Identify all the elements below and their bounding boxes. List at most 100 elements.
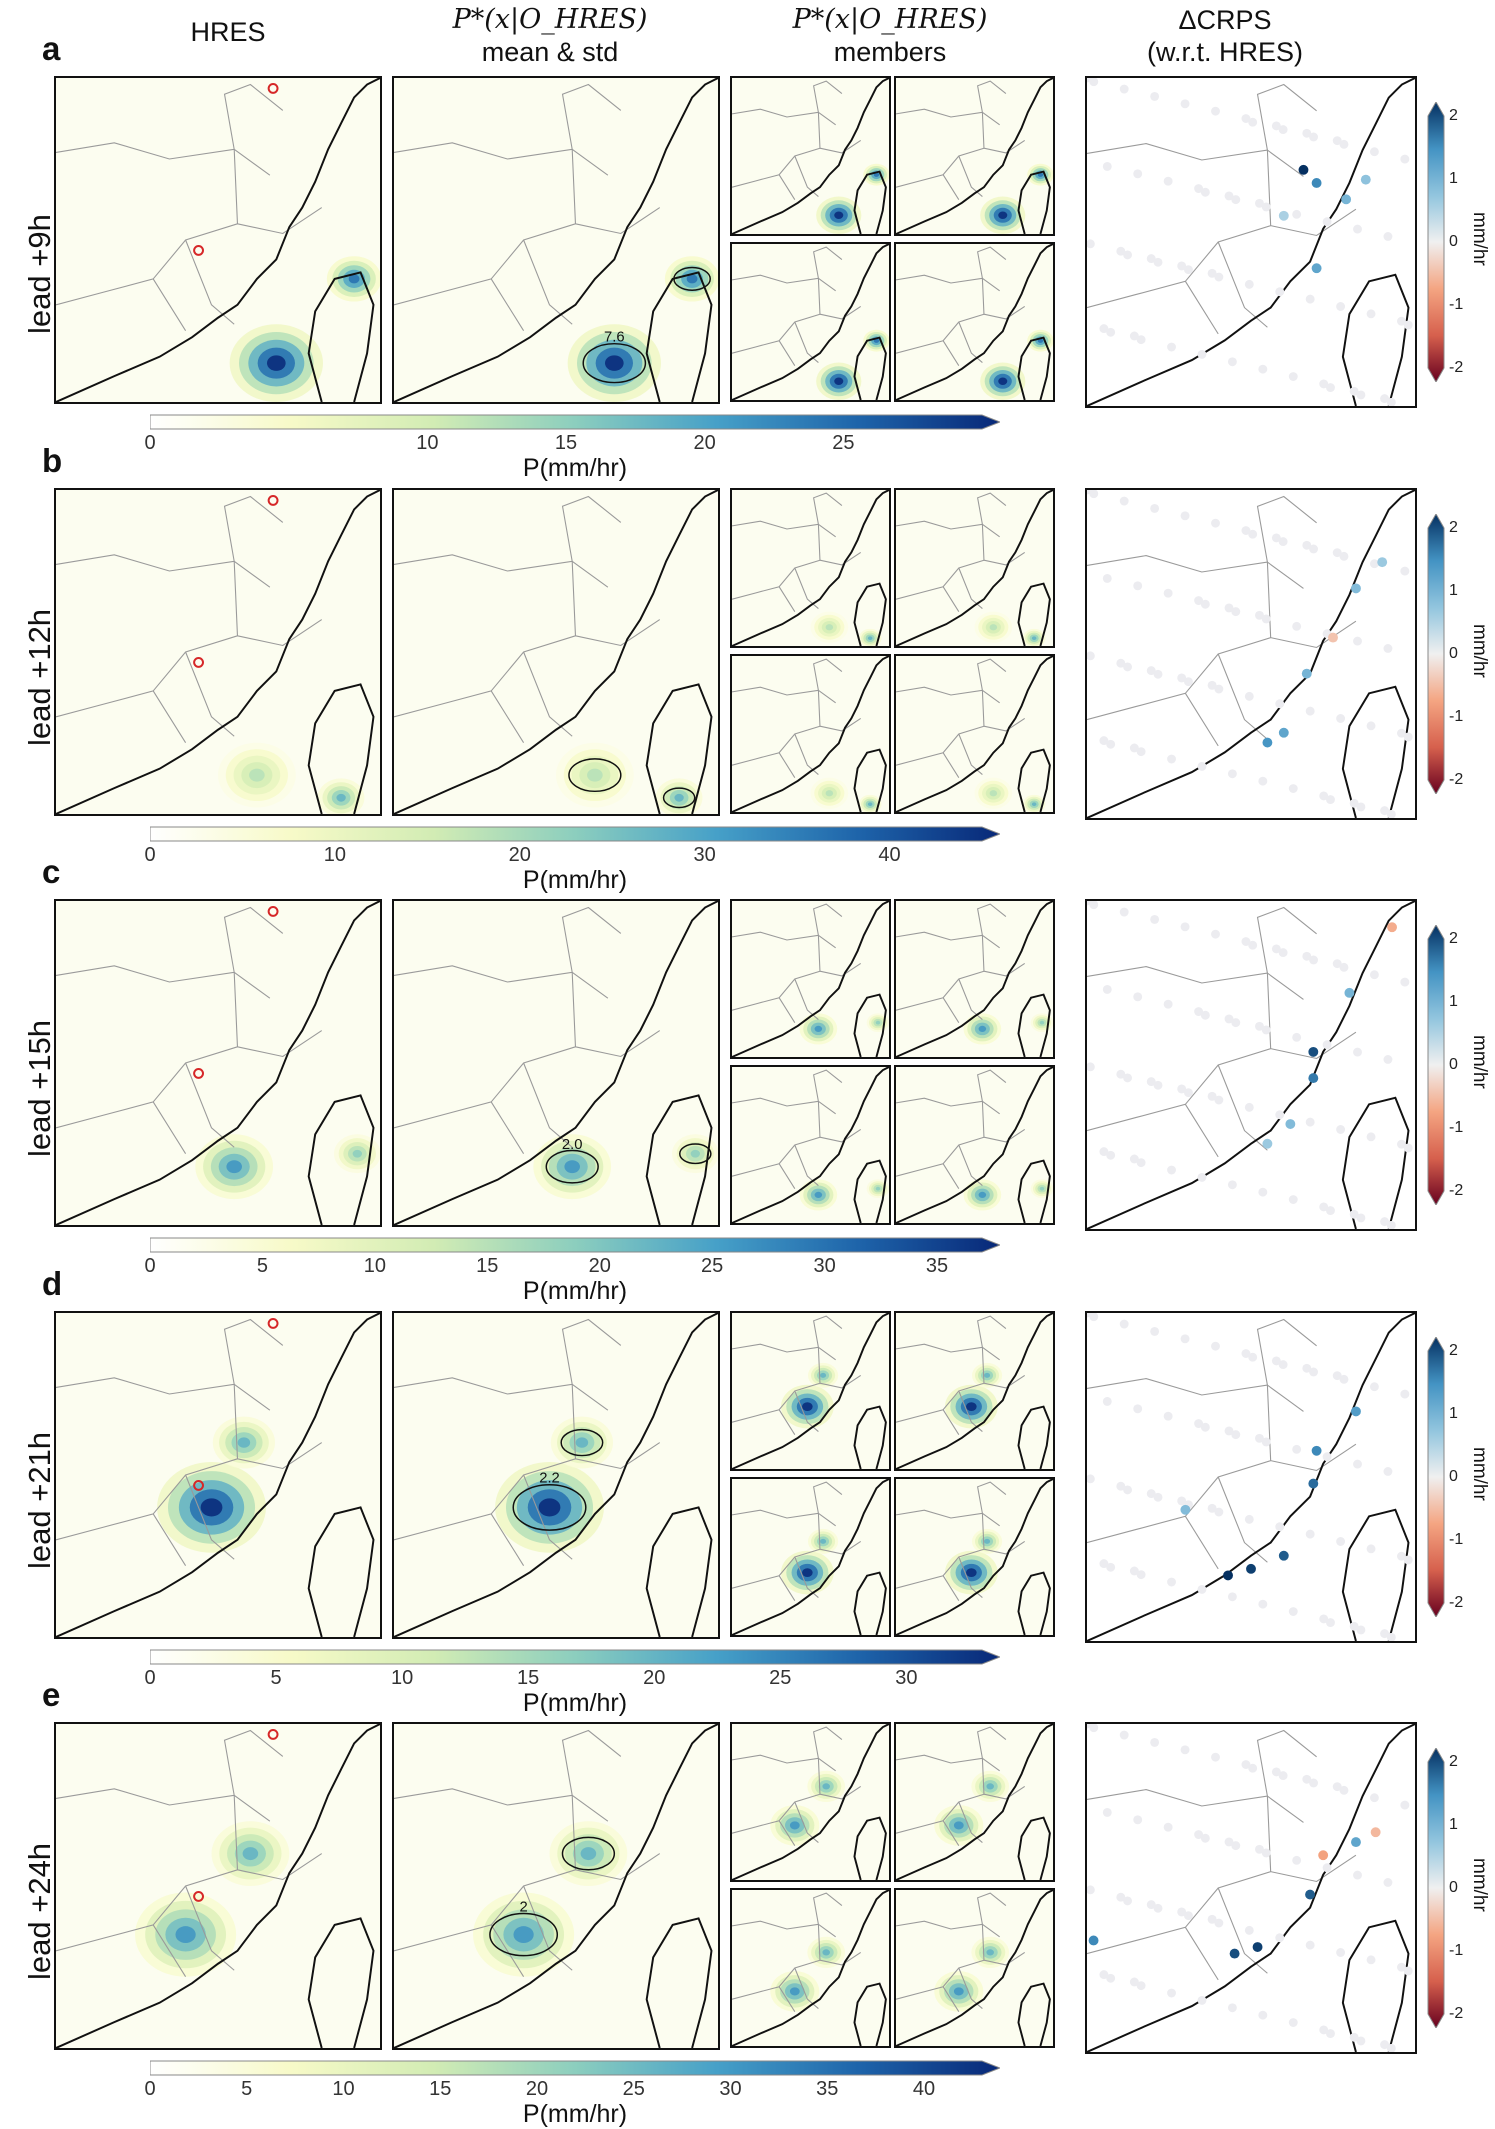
- row-e-station-neutral-52: [1356, 2036, 1366, 2046]
- row-e-member-precip-1-1: [822, 1949, 830, 1956]
- row-c-delta-colorbar-tick-2: 0: [1449, 1056, 1458, 1073]
- row-a-member-border-5: [794, 321, 819, 363]
- row-a-delta-colorbar-tick-3: -1: [1449, 296, 1464, 313]
- row-e-station-neutral-48: [1183, 1911, 1193, 1921]
- row-b-member-precip-1-1: [1031, 636, 1037, 641]
- row-b-crps-border-2: [1087, 562, 1272, 721]
- row-a-crps-border-4: [1184, 281, 1219, 335]
- row-b-mean-wash: [394, 490, 718, 814]
- row-c-station-neutral-46: [1261, 1025, 1271, 1035]
- row-a-station-neutral-31: [1353, 224, 1362, 234]
- row-b-crps-border-5: [1217, 653, 1268, 740]
- row-c-station-dot-4: [1387, 922, 1397, 933]
- row-e-station-dot-3: [1351, 1837, 1361, 1848]
- row-e-delta-colorbar-tick-1: 1: [1449, 1816, 1458, 1833]
- row-c-station-neutral-17: [1241, 937, 1251, 946]
- row-e-delta-colorbar: [1427, 1748, 1445, 2028]
- row-b-station-neutral-41: [1292, 621, 1302, 631]
- row-a-station-neutral-32: [1150, 91, 1160, 101]
- row-a-member-panel-1-map: [732, 78, 889, 234]
- row-d-crps-border-4: [1184, 1516, 1219, 1570]
- row-b-station-neutral-18: [1366, 721, 1376, 731]
- row-d-station-neutral-5: [1380, 1629, 1390, 1639]
- row-a-precip-colorbar-tick-3: 20: [693, 432, 716, 454]
- row-c-member-panel-4-map: [896, 1067, 1053, 1223]
- row-a-station-neutral-15: [1319, 379, 1329, 389]
- row-d-mean-border-3: [575, 1442, 661, 1470]
- row-d-mean-std-panel-map: 2.2: [394, 1313, 718, 1637]
- row-d-hres-border-5: [185, 1474, 235, 1560]
- row-a-hres-border-3: [237, 207, 323, 235]
- row-b-station-neutral-56: [1200, 599, 1210, 609]
- row-d-hres-panel: [54, 1311, 382, 1639]
- row-c-member-coastline: [732, 901, 889, 1057]
- row-d-member-panel-3-map: [732, 1479, 889, 1635]
- row-b-hres-border-4: [152, 690, 187, 743]
- row-d-station-neutral-43: [1214, 1507, 1224, 1517]
- row-a-mean-border-3: [575, 207, 661, 235]
- row-e-member-precip-0-1: [789, 1821, 800, 1830]
- row-a-station-neutral-57: [1326, 383, 1335, 393]
- row-c-member-precip-0-1: [814, 1191, 823, 1199]
- row-d-member-taiwan-outline: [853, 1405, 887, 1469]
- row-b-precip-colorbar-tick-4: 40: [878, 844, 901, 866]
- row-e-station-neutral-50: [1106, 1973, 1116, 1983]
- row-c-station-neutral-5: [1380, 1217, 1390, 1227]
- row-c-mean-precip-1-1: [690, 1149, 700, 1158]
- row-e-member-border-2: [732, 1924, 821, 2000]
- row-e-station-neutral-33: [1275, 1933, 1285, 1943]
- row-b-station-neutral-11: [1146, 666, 1156, 676]
- row-a-mean-precip-1-1: [686, 274, 698, 284]
- row-c-station-neutral-10: [1349, 1209, 1359, 1219]
- row-e-delta-colorbar-tick-3: -1: [1449, 1942, 1464, 1959]
- row-e-member-precip-1-1: [986, 1783, 994, 1790]
- row-e-member-panel-4-map: [896, 1890, 1053, 2046]
- row-e-station-neutral-26: [1383, 1878, 1393, 1887]
- row-c-station-neutral-19: [1163, 999, 1173, 1009]
- row-c-station-neutral-42: [1089, 901, 1099, 910]
- row-a-crps-border-5: [1217, 241, 1268, 328]
- row-a-member-wash: [896, 78, 1053, 234]
- row-c-station-neutral-49: [1309, 955, 1319, 965]
- row-d-station-neutral-26: [1383, 1467, 1393, 1476]
- row-e-member-border-1: [977, 1892, 1007, 1925]
- row-c-station-neutral-6: [1177, 1084, 1187, 1094]
- row-d-member-panel-1: [730, 1311, 891, 1471]
- row-c-station-neutral-54: [1278, 948, 1288, 958]
- row-b-station-neutral-8: [1099, 736, 1109, 746]
- row-e-station-neutral-2: [1332, 1782, 1342, 1792]
- row-b-member-precip-1-1: [867, 802, 873, 807]
- row-c-member-border-0: [896, 1097, 1000, 1115]
- row-b-member-precip-0-1: [825, 624, 834, 631]
- row-b-station-neutral-7: [1302, 540, 1312, 550]
- row-d-member-border-5: [958, 1390, 983, 1432]
- row-e-mean-precip-1-1: [580, 1847, 597, 1861]
- row-b-member-panel-4: [894, 654, 1055, 814]
- row-e-member-panel-2-map: [896, 1724, 1053, 1880]
- row-d-station-neutral-45: [1136, 1570, 1146, 1580]
- row-e-station-neutral-11: [1146, 1900, 1156, 1910]
- row-d-station-neutral-37: [1119, 1319, 1129, 1329]
- row-c-member-border-1: [813, 1069, 843, 1102]
- row-e-std-contour-0: [489, 1912, 559, 1957]
- row-c-delta-colorbar-tick-4: -2: [1449, 1182, 1464, 1199]
- row-c-station-dot-2: [1285, 1119, 1296, 1129]
- title-delta-crps-sub: (w.r.t. HRES): [1146, 37, 1303, 67]
- row-e-station-neutral-19: [1163, 1822, 1173, 1832]
- row-a-station-neutral-6: [1177, 261, 1187, 271]
- row-d-mean-border-5: [523, 1474, 573, 1560]
- title-members-sub: members: [833, 37, 947, 67]
- row-e-member-border-0: [732, 1754, 836, 1772]
- row-d-crps-coastline: [1087, 1313, 1415, 1641]
- row-a-member-wash: [732, 244, 889, 400]
- row-a-member-border-3: [819, 139, 862, 154]
- row-e-station-neutral-41: [1292, 1855, 1302, 1865]
- row-b-crps-border-1: [1256, 495, 1317, 563]
- row-e-member-border-5: [958, 1801, 983, 1843]
- row-d-hres-precip-0-1: [200, 1498, 223, 1517]
- row-b-member-wash: [732, 490, 889, 646]
- row-d-station-neutral-16: [1116, 1481, 1126, 1491]
- row-b-station-neutral-50: [1106, 739, 1116, 749]
- row-d-std-contour-1: [560, 1428, 604, 1457]
- row-e-station-neutral-7: [1302, 1774, 1312, 1784]
